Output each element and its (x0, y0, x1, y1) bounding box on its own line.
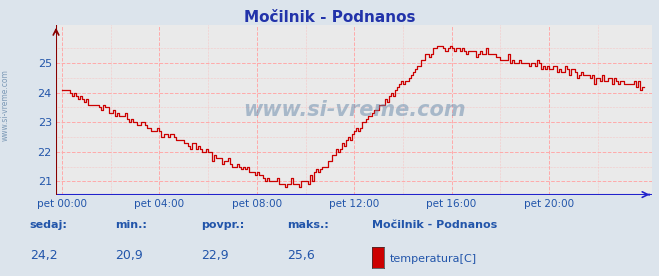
Text: 24,2: 24,2 (30, 250, 57, 262)
Text: Močilnik - Podnanos: Močilnik - Podnanos (372, 220, 498, 230)
Text: maks.:: maks.: (287, 220, 328, 230)
Text: www.si-vreme.com: www.si-vreme.com (1, 69, 10, 141)
Text: 20,9: 20,9 (115, 250, 143, 262)
Text: Močilnik - Podnanos: Močilnik - Podnanos (244, 10, 415, 25)
Text: temperatura[C]: temperatura[C] (390, 254, 477, 264)
Text: povpr.:: povpr.: (201, 220, 244, 230)
Text: min.:: min.: (115, 220, 147, 230)
Text: sedaj:: sedaj: (30, 220, 67, 230)
Text: 25,6: 25,6 (287, 250, 314, 262)
Text: 22,9: 22,9 (201, 250, 229, 262)
Text: www.si-vreme.com: www.si-vreme.com (243, 100, 465, 120)
